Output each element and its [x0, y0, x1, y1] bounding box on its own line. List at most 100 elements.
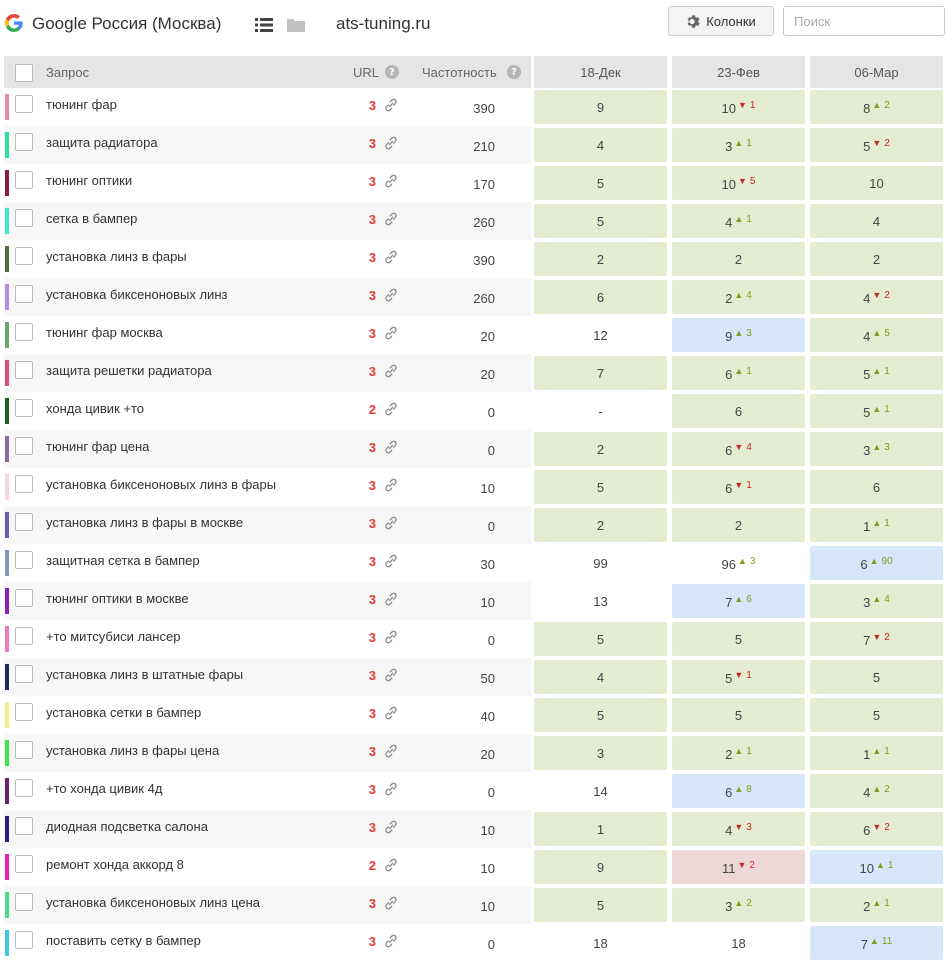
position-cell[interactable]: 18: [672, 926, 805, 960]
row-checkbox[interactable]: [15, 931, 33, 949]
position-cell[interactable]: 9: [534, 90, 667, 124]
row-checkbox[interactable]: [15, 665, 33, 683]
url-count[interactable]: 3: [368, 668, 376, 683]
table-row[interactable]: ремонт хонда аккорд 8 2 10 9 11 ▼ 2 10 ▲ 1: [0, 848, 947, 886]
url-count[interactable]: 3: [368, 706, 376, 721]
url-count[interactable]: 2: [368, 858, 376, 873]
position-cell[interactable]: 10: [810, 166, 943, 200]
position-cell[interactable]: -: [534, 394, 667, 428]
url-count[interactable]: 3: [368, 782, 376, 797]
position-cell[interactable]: 2: [810, 242, 943, 276]
table-row[interactable]: сетка в бампер 3 260 5 4 ▲ 1 4: [0, 202, 947, 240]
query-text[interactable]: тюнинг фар цена: [46, 439, 150, 454]
position-cell[interactable]: 5: [810, 698, 943, 732]
table-row[interactable]: установка биксеноновых линз 3 260 6 2 ▲ 4 4 ▼ 2: [0, 278, 947, 316]
position-cell[interactable]: 2: [672, 242, 805, 276]
url-count[interactable]: 3: [368, 250, 376, 265]
position-cell[interactable]: 5 ▲ 1: [810, 356, 943, 390]
link-icon[interactable]: [383, 591, 399, 607]
position-cell[interactable]: 5: [534, 204, 667, 238]
position-cell[interactable]: 5: [810, 660, 943, 694]
url-count[interactable]: 2: [368, 402, 376, 417]
table-row[interactable]: +то хонда цивик 4д 3 0 14 6 ▲ 8 4 ▲ 2: [0, 772, 947, 810]
date-column-header[interactable]: 23-Фев: [672, 56, 805, 88]
link-icon[interactable]: [383, 173, 399, 189]
position-cell[interactable]: 3: [534, 736, 667, 770]
position-cell[interactable]: 4 ▼ 2: [810, 280, 943, 314]
position-cell[interactable]: 3 ▲ 3: [810, 432, 943, 466]
query-text[interactable]: установка линз в штатные фары: [46, 667, 244, 682]
table-row[interactable]: +то митсубиси лансер 3 0 5 5 7 ▼ 2: [0, 620, 947, 658]
columns-button[interactable]: Колонки: [668, 6, 774, 36]
table-row[interactable]: установка сетки в бампер 3 40 5 5 5: [0, 696, 947, 734]
position-cell[interactable]: 4 ▼ 3: [672, 812, 805, 846]
position-cell[interactable]: 9: [534, 850, 667, 884]
query-text[interactable]: установка сетки в бампер: [46, 705, 202, 720]
position-cell[interactable]: 6: [672, 394, 805, 428]
date-column-header[interactable]: 06-Мар: [810, 56, 943, 88]
position-cell[interactable]: 9 ▲ 3: [672, 318, 805, 352]
row-checkbox[interactable]: [15, 589, 33, 607]
link-icon[interactable]: [383, 401, 399, 417]
row-checkbox[interactable]: [15, 133, 33, 151]
table-row[interactable]: установка линз в фары 3 390 2 2 2: [0, 240, 947, 278]
url-count[interactable]: 3: [368, 744, 376, 759]
row-checkbox[interactable]: [15, 171, 33, 189]
position-cell[interactable]: 6: [810, 470, 943, 504]
position-cell[interactable]: 6 ▲ 1: [672, 356, 805, 390]
query-text[interactable]: +то хонда цивик 4д: [46, 781, 163, 796]
column-header-frequency[interactable]: Частотность: [422, 65, 497, 80]
position-cell[interactable]: 96 ▲ 3: [672, 546, 805, 580]
position-cell[interactable]: 6 ▼ 4: [672, 432, 805, 466]
table-row[interactable]: тюнинг оптики 3 170 5 10 ▼ 5 10: [0, 164, 947, 202]
position-cell[interactable]: 14: [534, 774, 667, 808]
query-text[interactable]: диодная подсветка салона: [46, 819, 208, 834]
query-text[interactable]: установка линз в фары: [46, 249, 187, 264]
position-cell[interactable]: 2 ▲ 4: [672, 280, 805, 314]
row-checkbox[interactable]: [15, 779, 33, 797]
row-checkbox[interactable]: [15, 817, 33, 835]
position-cell[interactable]: 7: [534, 356, 667, 390]
query-text[interactable]: установка биксеноновых линз цена: [46, 895, 261, 910]
link-icon[interactable]: [383, 781, 399, 797]
link-icon[interactable]: [383, 211, 399, 227]
position-cell[interactable]: 5 ▼ 2: [810, 128, 943, 162]
row-checkbox[interactable]: [15, 323, 33, 341]
url-count[interactable]: 3: [368, 440, 376, 455]
query-text[interactable]: +то митсубиси лансер: [46, 629, 181, 644]
row-checkbox[interactable]: [15, 209, 33, 227]
url-count[interactable]: 3: [368, 592, 376, 607]
table-row[interactable]: установка линз в штатные фары 3 50 4 5 ▼ 1 5: [0, 658, 947, 696]
position-cell[interactable]: 10 ▼ 1: [672, 90, 805, 124]
position-cell[interactable]: 4 ▲ 1: [672, 204, 805, 238]
position-cell[interactable]: 4 ▲ 5: [810, 318, 943, 352]
table-row[interactable]: защитная сетка в бампер 3 30 99 96 ▲ 3 6 ▲ 90: [0, 544, 947, 582]
position-cell[interactable]: 5: [534, 166, 667, 200]
table-row[interactable]: установка линз в фары цена 3 20 3 2 ▲ 1 1 ▲ 1: [0, 734, 947, 772]
table-row[interactable]: защита радиатора 3 210 4 3 ▲ 1 5 ▼ 2: [0, 126, 947, 164]
url-count[interactable]: 3: [368, 554, 376, 569]
position-cell[interactable]: 5 ▲ 1: [810, 394, 943, 428]
row-checkbox[interactable]: [15, 247, 33, 265]
date-column-header[interactable]: 18-Дек: [534, 56, 667, 88]
link-icon[interactable]: [383, 553, 399, 569]
url-count[interactable]: 3: [368, 896, 376, 911]
row-checkbox[interactable]: [15, 551, 33, 569]
query-text[interactable]: установка биксеноновых линз: [46, 287, 228, 302]
link-icon[interactable]: [383, 135, 399, 151]
query-text[interactable]: установка линз в фары в москве: [46, 515, 244, 530]
position-cell[interactable]: 6: [534, 280, 667, 314]
position-cell[interactable]: 11 ▼ 2: [672, 850, 805, 884]
query-text[interactable]: тюнинг оптики: [46, 173, 133, 188]
query-text[interactable]: сетка в бампер: [46, 211, 138, 226]
position-cell[interactable]: 2: [534, 508, 667, 542]
link-icon[interactable]: [383, 705, 399, 721]
position-cell[interactable]: 4: [534, 660, 667, 694]
position-cell[interactable]: 4 ▲ 2: [810, 774, 943, 808]
query-text[interactable]: защитная сетка в бампер: [46, 553, 200, 568]
position-cell[interactable]: 18: [534, 926, 667, 960]
row-checkbox[interactable]: [15, 893, 33, 911]
table-row[interactable]: тюнинг оптики в москве 3 10 13 7 ▲ 6 3 ▲ 4: [0, 582, 947, 620]
url-count[interactable]: 3: [368, 326, 376, 341]
url-count[interactable]: 3: [368, 478, 376, 493]
